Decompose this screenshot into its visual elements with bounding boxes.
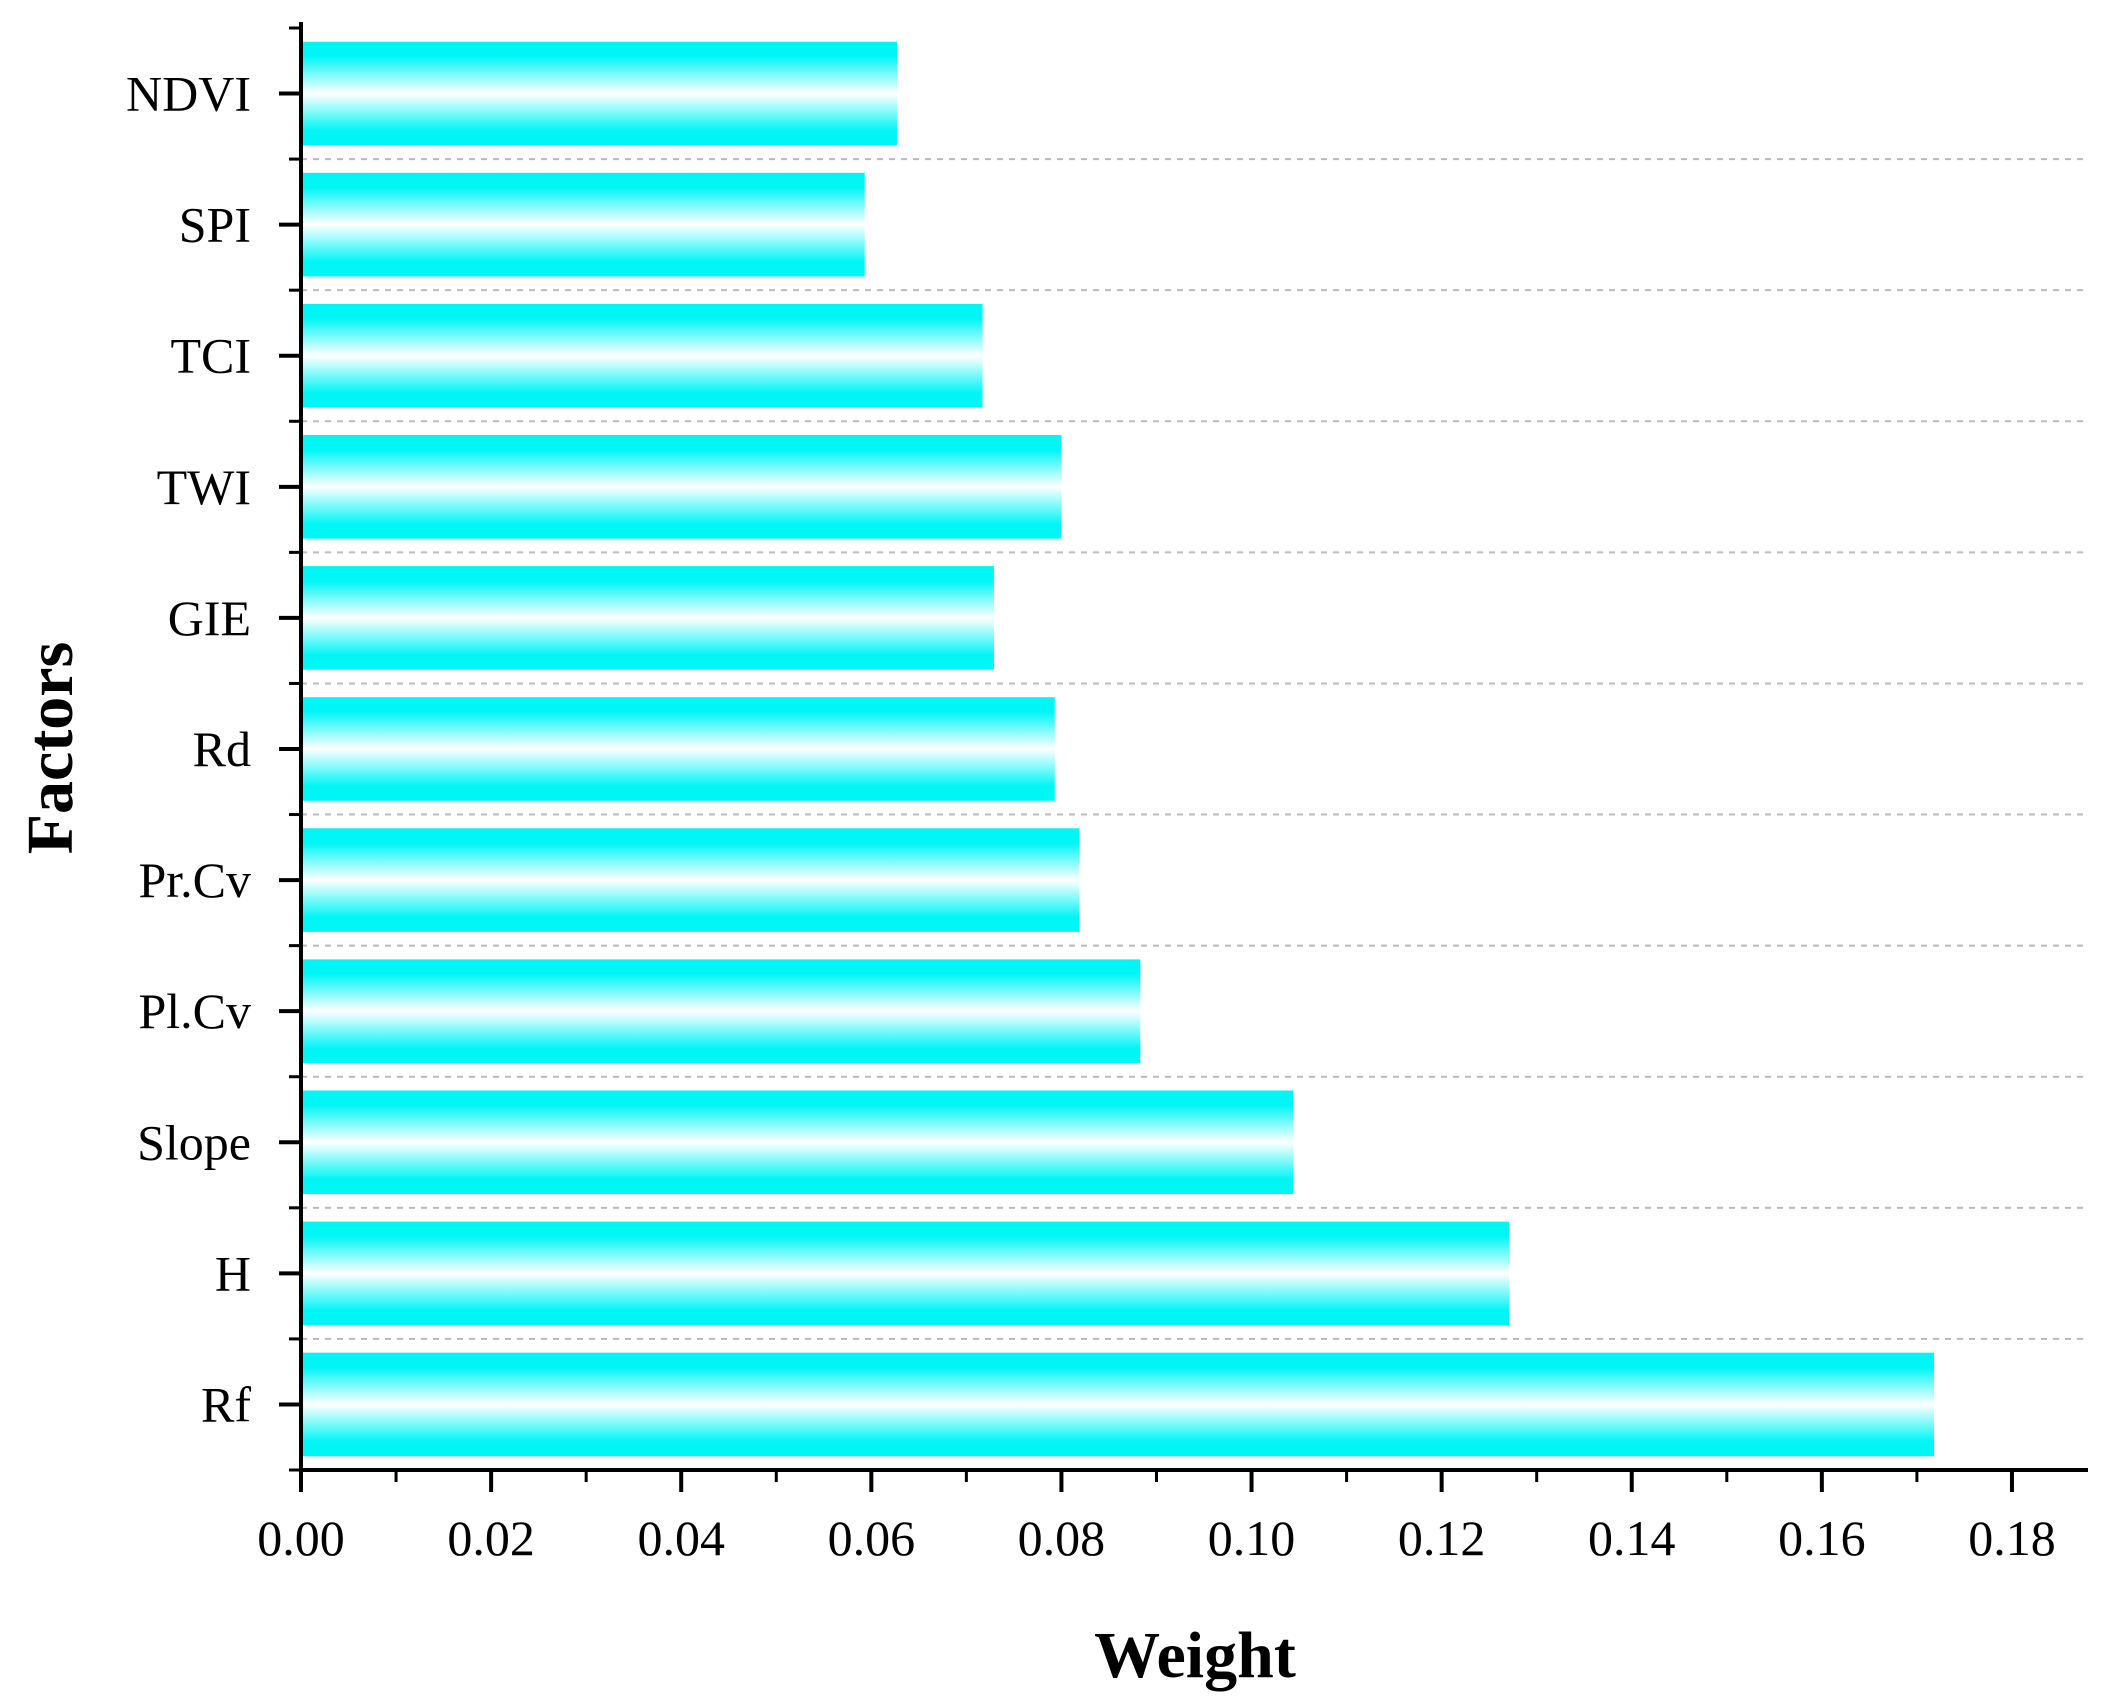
bar-spi <box>301 172 865 277</box>
y-axis-title: Factors <box>14 642 87 855</box>
x-axis-title: Weight <box>1094 1619 1296 1692</box>
x-tick-label: 0.14 <box>1588 1510 1676 1566</box>
tick-labels: Rf H Slope Pl.Cv Pr.Cv Rd GIE TWI TCI SPI NDVI 0.00… <box>126 66 2056 1566</box>
x-tick-label: 0.10 <box>1208 1510 1296 1566</box>
bar-rf <box>301 1352 1935 1457</box>
x-tick-label: 0.06 <box>828 1510 916 1566</box>
bar-slope <box>301 1090 1294 1195</box>
bars <box>301 41 1935 1457</box>
x-tick-label: 0.08 <box>1018 1510 1106 1566</box>
x-tick-label: 0.16 <box>1778 1510 1866 1566</box>
x-tick-label: 0.00 <box>257 1510 345 1566</box>
y-tick-label: Rd <box>193 721 251 777</box>
bar-pl-cv <box>301 959 1141 1063</box>
x-tick-label: 0.12 <box>1398 1510 1486 1566</box>
y-tick-label: TWI <box>157 459 251 515</box>
y-tick-label: Pr.Cv <box>138 852 251 908</box>
ticks <box>279 26 2014 1492</box>
x-tick-label: 0.02 <box>447 1510 535 1566</box>
y-tick-label: GIE <box>168 590 251 646</box>
x-tick-label: 0.04 <box>637 1510 725 1566</box>
y-tick-label: Slope <box>137 1114 251 1170</box>
gridlines <box>301 158 2088 1340</box>
y-tick-label: Rf <box>201 1376 251 1432</box>
bar-twi <box>301 435 1062 539</box>
bar-ndvi <box>301 41 897 146</box>
bar-gie <box>301 566 994 670</box>
bar-pr-cv <box>301 828 1080 932</box>
bar-tci <box>301 303 983 408</box>
y-tick-label: NDVI <box>126 66 251 122</box>
bar-rd <box>301 697 1055 801</box>
y-tick-label: H <box>215 1245 251 1301</box>
y-tick-label: TCI <box>170 328 251 384</box>
y-tick-label: Pl.Cv <box>138 983 251 1039</box>
y-tick-label: SPI <box>179 197 251 253</box>
bar-h <box>301 1221 1510 1326</box>
x-tick-label: 0.18 <box>1968 1510 2056 1566</box>
